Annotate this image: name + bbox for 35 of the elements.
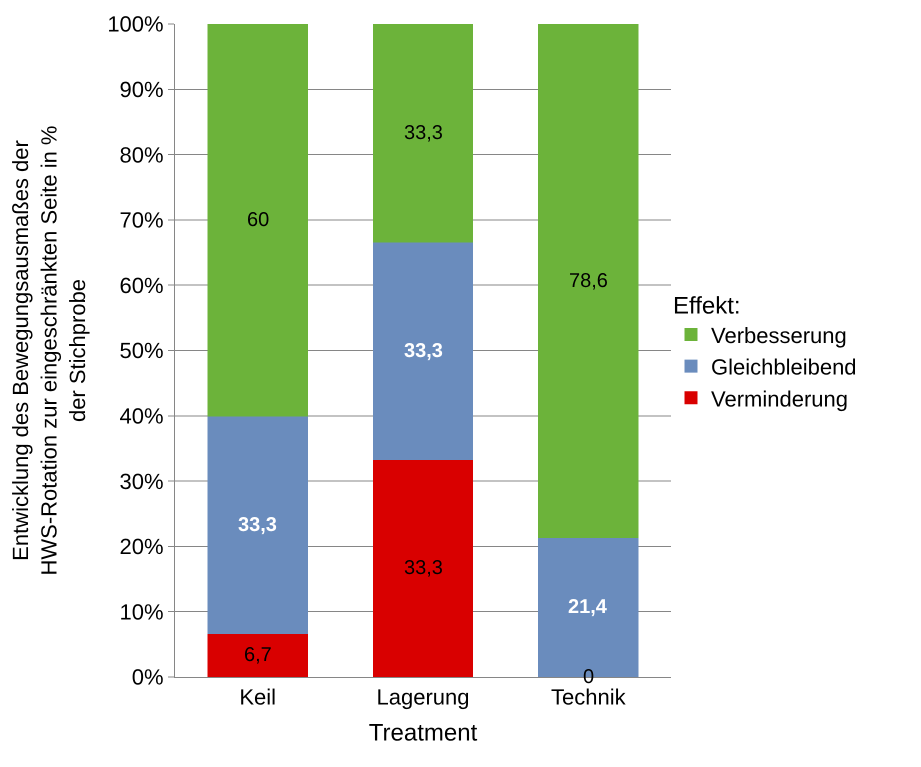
y-tick-label: 30% bbox=[120, 468, 164, 494]
legend-label: Verminderung bbox=[711, 386, 848, 412]
bar bbox=[538, 24, 638, 538]
data-label: 78,6 bbox=[569, 270, 608, 292]
y-tick-label: 70% bbox=[120, 208, 164, 233]
bar bbox=[372, 459, 474, 677]
y-tick-label: 0% bbox=[132, 664, 164, 690]
y-tick-label: 60% bbox=[120, 272, 164, 298]
data-label: 33,3 bbox=[404, 340, 443, 362]
x-tick-label: Keil bbox=[239, 684, 276, 710]
x-tick-label: Lagerung bbox=[376, 684, 470, 710]
x-axis-title: Treatment bbox=[368, 720, 478, 747]
legend-title: Effekt: bbox=[673, 292, 741, 320]
data-label: 33,3 bbox=[238, 514, 277, 536]
bar bbox=[208, 24, 308, 416]
data-label: 60 bbox=[247, 209, 270, 231]
y-tick-label: 80% bbox=[120, 142, 164, 168]
bar bbox=[372, 24, 474, 243]
bar bbox=[208, 415, 308, 634]
data-label: 33,3 bbox=[404, 557, 443, 579]
data-label: 33,3 bbox=[404, 122, 443, 144]
x-tick-label: Technik bbox=[551, 684, 627, 710]
data-label: 21,4 bbox=[568, 596, 608, 618]
y-tick-label: 20% bbox=[120, 534, 164, 560]
y-axis-title: Entwicklung des Bewegungsausmaßes der HWS-Rotation zur eingeschränkten Seite in % der Stichprobe bbox=[8, 126, 90, 576]
legend-label: Verbesserung bbox=[711, 323, 847, 348]
bar bbox=[208, 632, 308, 677]
legend-label: Gleichbleibend bbox=[711, 354, 857, 380]
y-tick-label: 40% bbox=[120, 404, 164, 428]
y-tick-label: 10% bbox=[120, 599, 164, 624]
y-tick-label: 100% bbox=[107, 12, 164, 37]
y-tick-label: 50% bbox=[120, 338, 164, 364]
bar bbox=[372, 242, 474, 460]
data-label: 6,7 bbox=[244, 644, 272, 666]
y-tick-label: 90% bbox=[120, 77, 164, 102]
